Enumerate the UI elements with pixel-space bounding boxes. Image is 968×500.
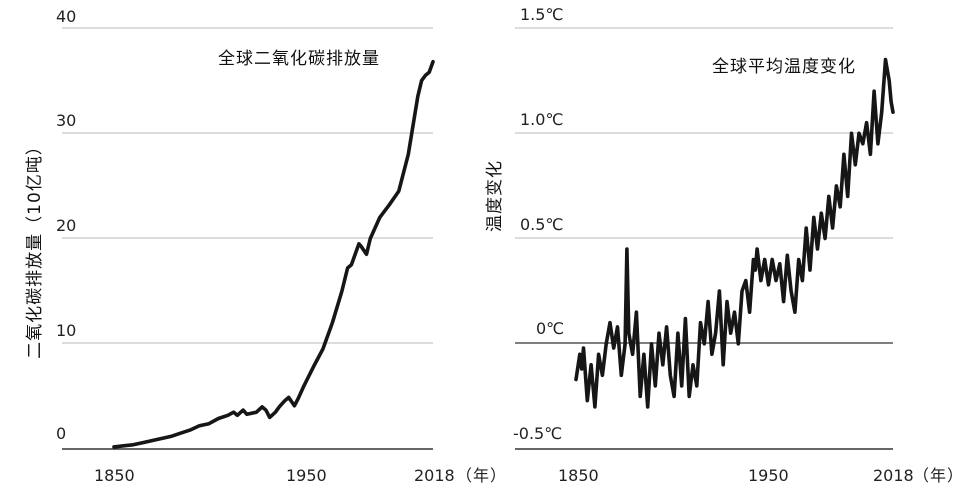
co2-emissions-chart: 40 30 20 10 0 1850 1950 2018 （年） 二氧化碳排放量… [25,7,507,485]
co2-emissions-line [112,59,435,449]
temperature-change-chart: 1.5℃ 1.0℃ 0.5℃ 0℃ -0.5℃ 1850 1950 2018 （… [485,5,964,485]
y-axis-label: 二氧化碳排放量（10亿吨） [25,137,45,359]
y-tick-label: 40 [56,7,76,26]
x-tick-labels: 1850 1950 2018 （年） [94,466,507,485]
x-tick-label: 1950 [286,466,327,485]
x-unit-label: （年） [913,466,964,485]
x-unit-label: （年） [456,466,507,485]
y-tick-label: 1.5℃ [520,5,563,24]
chart-title: 全球二氧化碳排放量 [218,49,380,69]
y-tick-label: 20 [56,216,76,235]
y-tick-label: 0.5℃ [520,215,563,234]
temperature-change-line [574,57,895,409]
y-tick-label: 0 [56,424,66,443]
x-tick-label: 2018 [414,466,455,485]
y-tick-labels: 40 30 20 10 0 [56,7,76,443]
y-tick-label: 1.0℃ [520,110,563,129]
y-tick-label: -0.5℃ [513,424,562,443]
x-tick-label: 1850 [94,466,135,485]
chart-title: 全球平均温度变化 [712,57,856,77]
x-tick-label: 2018 [873,466,914,485]
x-tick-label: 1950 [748,466,789,485]
y-tick-label: 10 [56,321,76,340]
y-tick-label: 0℃ [536,319,564,338]
y-axis-label: 温度变化 [485,160,505,232]
x-tick-labels: 1850 1950 2018 （年） [558,466,964,485]
y-tick-label: 30 [56,111,76,130]
x-tick-label: 1850 [558,466,599,485]
y-tick-labels: 1.5℃ 1.0℃ 0.5℃ 0℃ -0.5℃ [513,5,564,443]
gridlines [62,27,433,344]
